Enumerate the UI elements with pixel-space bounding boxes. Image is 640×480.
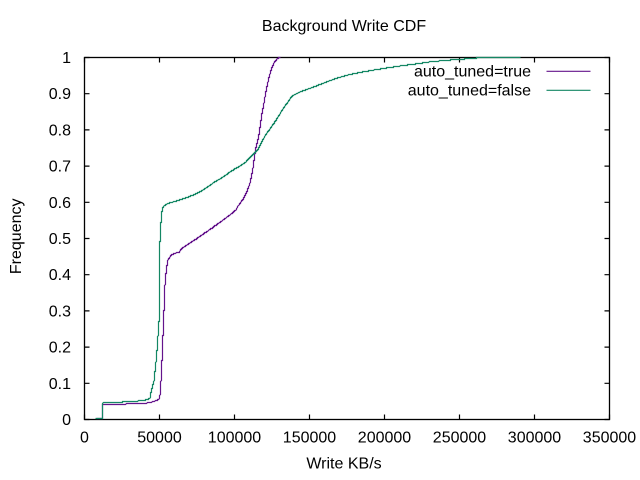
svg-text:Frequency: Frequency xyxy=(8,199,25,275)
svg-text:0.6: 0.6 xyxy=(49,195,71,212)
svg-text:0.3: 0.3 xyxy=(49,303,71,320)
svg-text:Write KB/s: Write KB/s xyxy=(306,456,381,473)
svg-text:0.9: 0.9 xyxy=(49,86,71,103)
svg-text:0.5: 0.5 xyxy=(49,231,71,248)
svg-text:0.1: 0.1 xyxy=(49,376,71,393)
svg-text:350000: 350000 xyxy=(583,430,636,447)
svg-text:250000: 250000 xyxy=(433,430,486,447)
svg-text:auto_tuned=true: auto_tuned=true xyxy=(414,64,531,81)
svg-text:Background Write CDF: Background Write CDF xyxy=(262,18,426,35)
svg-text:0.4: 0.4 xyxy=(49,267,71,284)
svg-text:0.7: 0.7 xyxy=(49,159,71,176)
svg-text:0.2: 0.2 xyxy=(49,340,71,357)
svg-text:1: 1 xyxy=(62,50,71,67)
svg-text:150000: 150000 xyxy=(283,430,336,447)
svg-text:50000: 50000 xyxy=(137,430,182,447)
svg-text:0: 0 xyxy=(80,430,89,447)
svg-text:0: 0 xyxy=(62,412,71,429)
svg-text:100000: 100000 xyxy=(208,430,261,447)
svg-text:auto_tuned=false: auto_tuned=false xyxy=(408,83,531,100)
svg-text:0.8: 0.8 xyxy=(49,122,71,139)
svg-text:200000: 200000 xyxy=(358,430,411,447)
svg-text:300000: 300000 xyxy=(508,430,561,447)
